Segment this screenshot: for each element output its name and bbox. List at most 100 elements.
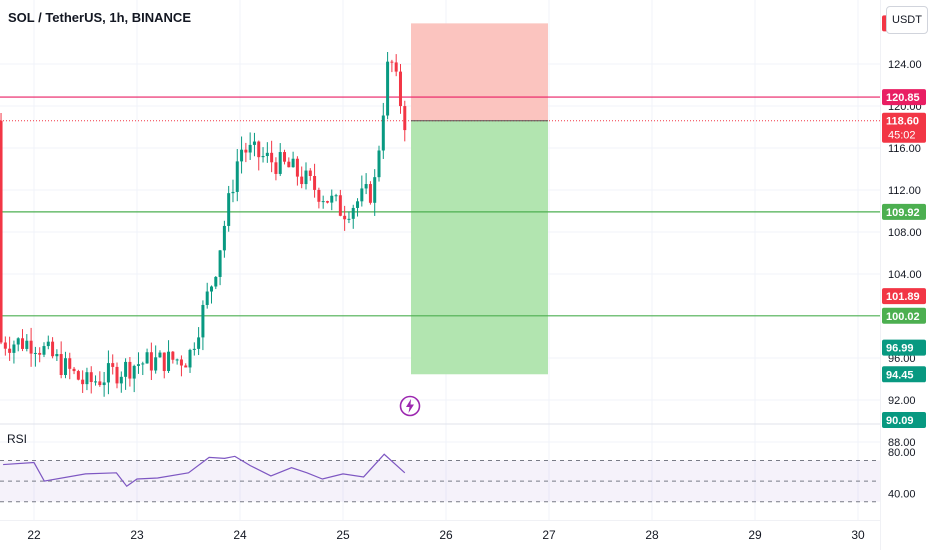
candle-body	[115, 366, 119, 384]
price-axis[interactable]: 124.00 120.00 116.00 112.00 108.00 104.00 96.0…	[879, 0, 932, 550]
candle-body	[141, 363, 145, 365]
candle-body	[343, 215, 347, 220]
candle-body	[218, 250, 222, 277]
candle-body	[390, 61, 394, 63]
countdown-label: 45:02	[888, 130, 916, 142]
candle-body	[377, 150, 381, 178]
candle-body	[222, 225, 226, 251]
price-tick-label: 124.00	[888, 59, 922, 71]
price-tag-label: 120.85	[886, 92, 920, 104]
candle-body	[295, 158, 299, 177]
time-axis[interactable]: 22 23 24 25 26 27 28 29 30	[0, 519, 880, 550]
candle-body	[89, 372, 93, 383]
time-tick-label: 25	[336, 528, 350, 542]
candle-body	[313, 175, 317, 190]
candle-body	[300, 176, 304, 185]
candle-body	[124, 361, 128, 377]
price-tick-label: 104.00	[888, 269, 922, 281]
price-tag: 96.99	[882, 339, 926, 356]
rsi-indicator-label[interactable]: RSI	[7, 432, 28, 446]
candle-body	[8, 348, 12, 353]
candle-body	[162, 352, 166, 372]
candle-body	[132, 365, 136, 379]
candle-body	[381, 115, 385, 151]
price-tag: 101.89	[882, 288, 926, 305]
candle-body	[102, 382, 106, 386]
price-tick-label: 116.00	[888, 143, 921, 155]
price-tag-label: 109.92	[886, 207, 920, 219]
price-tag: 100.02	[882, 307, 926, 324]
candle-body	[265, 152, 269, 157]
candle-body	[63, 358, 67, 376]
candle-body	[201, 304, 205, 338]
stop-loss-zone	[411, 23, 548, 121]
candle-body	[76, 371, 80, 380]
candle-body	[364, 184, 368, 189]
price-tag-bg	[882, 412, 926, 429]
candle-body	[330, 195, 334, 203]
candle-body	[334, 195, 338, 197]
price-tag-bg	[882, 339, 926, 356]
price-tag-bg	[882, 112, 926, 143]
take-profit-zone	[411, 120, 548, 375]
candle-body	[347, 218, 351, 220]
candle-body	[356, 201, 360, 208]
candle-body	[111, 363, 115, 367]
candle-body	[231, 191, 235, 194]
candle-body	[338, 195, 342, 216]
candle-body	[106, 363, 110, 383]
price-tag: 118.60 45:02	[882, 112, 926, 143]
candle-body	[274, 162, 278, 174]
price-tag-label: 90.09	[886, 415, 914, 427]
candle-body	[214, 276, 218, 287]
chart-area[interactable]: SOL / TetherUS, 1h, BINANCE RSI	[0, 0, 880, 520]
candle-body	[42, 346, 46, 355]
candle-body	[244, 149, 248, 153]
price-tag-label: 118.60	[886, 116, 919, 128]
candle-body	[154, 357, 158, 371]
currency-button[interactable]: USDT	[886, 6, 928, 34]
candle-body	[136, 364, 140, 366]
price-tag-bg	[882, 89, 926, 106]
candle-body	[68, 358, 72, 369]
price-tag: 94.45	[882, 366, 926, 383]
candle-body	[291, 158, 295, 168]
candle-body	[179, 359, 183, 366]
candle-body	[158, 352, 162, 358]
candle-body	[51, 341, 55, 357]
price-tag-bg	[882, 203, 926, 220]
symbol-title[interactable]: SOL / TetherUS, 1h, BINANCE	[8, 10, 191, 25]
candle-body	[205, 291, 209, 305]
price-tag-bg	[882, 366, 926, 383]
time-tick-label: 24	[233, 528, 247, 542]
candle-body	[360, 188, 364, 202]
candle-body	[403, 106, 407, 131]
candle-body	[227, 193, 231, 226]
candle-body	[325, 201, 329, 203]
candle-body	[81, 379, 85, 385]
price-tick-label: 96.00	[888, 353, 916, 365]
candle-body	[398, 71, 402, 107]
time-tick-label: 27	[542, 528, 556, 542]
rsi-line	[3, 453, 406, 488]
candle-body	[368, 184, 372, 203]
candle-body	[257, 141, 261, 158]
candle-body	[278, 152, 282, 174]
candle-body	[235, 161, 239, 192]
candle-body	[209, 286, 213, 292]
candle-body	[304, 170, 308, 185]
candle-body	[197, 337, 201, 349]
price-tag-label: 100.02	[886, 311, 920, 323]
candle-body	[149, 352, 153, 371]
candle-body	[261, 156, 265, 158]
price-axis-canvas: 124.00120.00116.00112.00108.00104.0096.0…	[879, 0, 926, 550]
rsi-tick-label: 40.00	[888, 488, 916, 500]
price-tag: 109.92	[882, 203, 926, 220]
candle-body	[94, 381, 98, 383]
lightning-icon[interactable]	[399, 395, 421, 417]
price-tick-label: 108.00	[888, 227, 922, 239]
candle-body	[16, 338, 20, 345]
time-tick-label: 29	[748, 528, 762, 542]
chart-canvas[interactable]	[0, 0, 880, 520]
candle-body	[351, 207, 355, 219]
